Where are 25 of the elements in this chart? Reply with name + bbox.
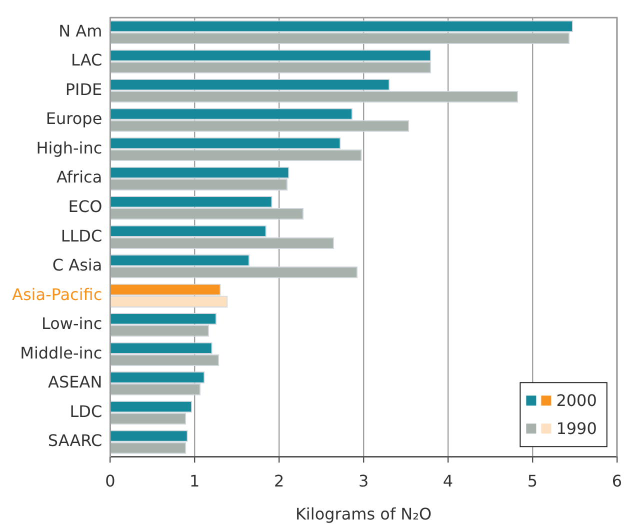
y-tick-label: LDC	[70, 402, 102, 421]
y-tick-label: High-inc	[36, 138, 102, 158]
legend-label: 2000	[556, 390, 597, 410]
y-tick-label: LAC	[71, 50, 102, 70]
x-tick-label: 6	[612, 471, 622, 490]
y-tick-label: Middle-inc	[20, 343, 102, 362]
y-tick-label: Low-inc	[41, 314, 102, 334]
y-tick-label: PIDE	[65, 80, 102, 99]
x-tick-label: 1	[190, 471, 200, 490]
x-tick-label: 5	[527, 471, 538, 490]
y-tick-label: N Am	[58, 21, 102, 40]
x-tick-label: 4	[442, 471, 454, 490]
y-tick-label: Europe	[46, 109, 102, 128]
x-axis-title: Kilograms of N₂O	[295, 504, 432, 524]
y-tick-label: SAARC	[48, 431, 102, 450]
x-tick-label: 2	[274, 471, 284, 490]
y-tick-label: ECO	[68, 196, 102, 216]
y-tick-label: Asia-Pacific	[12, 284, 102, 304]
y-tick-label: ASEAN	[48, 372, 102, 392]
x-tick-label: 3	[358, 471, 369, 490]
legend-label: 1990	[556, 418, 597, 438]
x-tick-label: 0	[105, 471, 116, 490]
y-tick-label: LLDC	[60, 226, 102, 246]
y-tick-label: C Asia	[52, 256, 102, 275]
y-tick-label: Africa	[56, 168, 102, 187]
